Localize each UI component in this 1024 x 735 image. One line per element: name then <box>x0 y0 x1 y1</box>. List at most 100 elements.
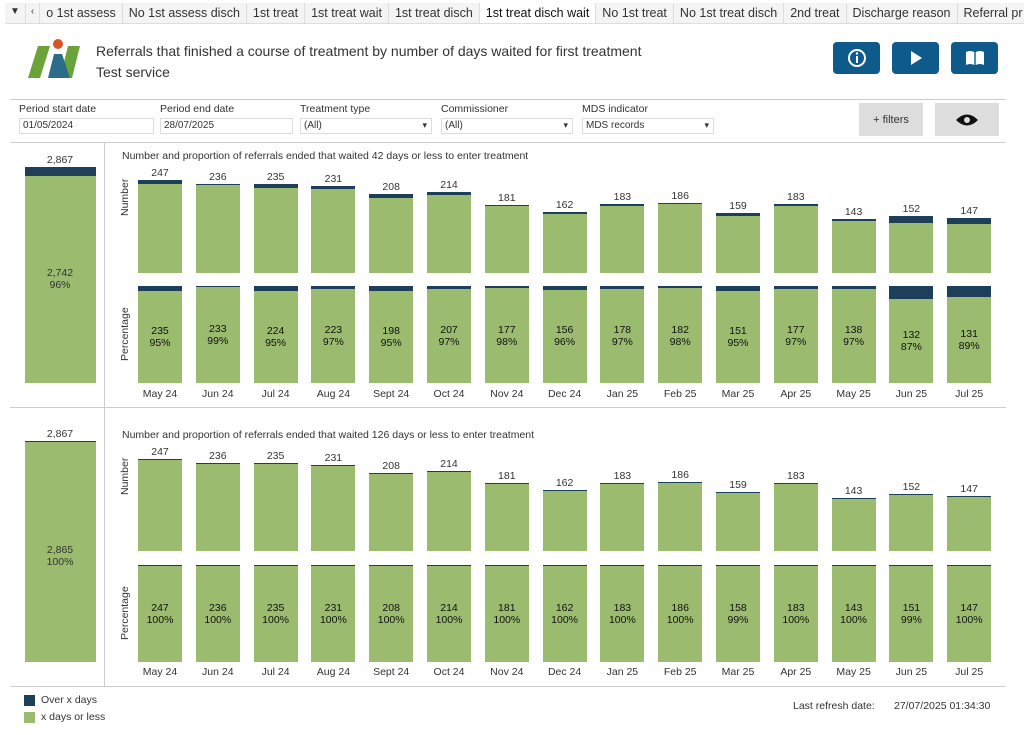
percent-bar-within <box>889 566 934 662</box>
percent-count-label: 207 <box>440 324 458 337</box>
percent-bar-over <box>889 286 934 299</box>
treatment-type-label: Treatment type <box>300 103 371 115</box>
percent-count-label: 183 <box>787 602 805 614</box>
x-tick-label: Jul 24 <box>261 666 290 678</box>
x-tick-label: Dec 24 <box>547 388 582 400</box>
percent-value-label: 95% <box>727 336 749 349</box>
percent-count-label: 177 <box>787 324 805 337</box>
play-icon <box>910 51 922 65</box>
divider <box>104 408 105 686</box>
percent-value-label: 98% <box>496 335 518 348</box>
percent-value-label: 100% <box>319 614 347 626</box>
x-tick-label: Aug 24 <box>316 666 351 678</box>
refresh-label: Last refresh date: <box>793 700 875 712</box>
percent-count-label: 186 <box>671 602 689 614</box>
percent-value-label: 99% <box>727 614 749 626</box>
number-bar-within <box>484 206 529 273</box>
number-bar-within <box>138 184 182 273</box>
tab[interactable]: 1st treat disch wait <box>479 3 597 23</box>
tab[interactable]: Referral pr <box>957 3 1024 23</box>
tab[interactable]: 1st treat <box>246 3 306 23</box>
legend-label: x days or less <box>41 711 106 723</box>
commissioner-select[interactable]: (All) <box>441 118 573 134</box>
tab[interactable]: 1st treat wait <box>305 3 389 23</box>
percent-bar-within <box>831 566 876 662</box>
number-bar-within <box>427 194 471 273</box>
percent-bar-within <box>716 290 760 383</box>
percent-value-label: 87% <box>900 340 922 353</box>
number-bar-within <box>369 474 414 551</box>
x-tick-label: Dec 24 <box>547 666 582 678</box>
play-button[interactable] <box>892 42 939 74</box>
number-bar-over <box>195 183 240 186</box>
number-bar-within <box>773 483 818 551</box>
number-bar-within <box>658 204 703 273</box>
number-total-label: 159 <box>729 199 747 212</box>
number-bar-within <box>600 483 645 551</box>
divider <box>104 143 105 407</box>
number-total-label: 162 <box>555 477 574 490</box>
percent-count-label: 132 <box>902 328 921 341</box>
percent-bar-over <box>369 286 414 291</box>
guide-button[interactable] <box>951 42 998 74</box>
percent-count-label: 131 <box>960 327 978 340</box>
percent-bar-over <box>831 286 876 290</box>
divider <box>10 99 1006 100</box>
number-bar-within <box>831 498 876 551</box>
legend-label: Over x days <box>41 694 98 706</box>
percent-value-label: 100% <box>435 614 463 626</box>
percent-value-label: 99% <box>207 335 229 348</box>
toggle-view-button[interactable] <box>935 103 999 136</box>
percent-bar-over <box>311 286 356 290</box>
number-total-label: 247 <box>151 166 169 179</box>
tab[interactable]: o 1st assess <box>40 3 123 23</box>
tab-menu-icon[interactable]: ▼ <box>5 3 26 23</box>
number-total-label: 162 <box>555 198 574 211</box>
tab[interactable]: Discharge reason <box>846 3 958 23</box>
percent-count-label: 151 <box>729 324 747 337</box>
tab-prev-icon[interactable]: ‹ <box>25 3 41 23</box>
percent-value-label: 97% <box>611 335 633 348</box>
x-tick-label: Nov 24 <box>490 388 524 400</box>
number-total-label: 214 <box>440 458 458 471</box>
percent-count-label: 151 <box>902 602 921 614</box>
tab[interactable]: No 1st assess disch <box>122 3 247 23</box>
number-bar-over <box>138 179 182 185</box>
logo <box>28 39 80 78</box>
percent-count-label: 236 <box>209 602 227 614</box>
start-date-input[interactable]: 01/05/2024 <box>19 118 154 134</box>
mds-indicator-select[interactable]: MDS records <box>582 118 714 134</box>
percent-count-label: 214 <box>440 602 458 614</box>
number-bar-within <box>311 465 356 551</box>
more-filters-button[interactable]: + filters <box>859 103 923 136</box>
start-date-label: Period start date <box>19 103 97 115</box>
divider <box>10 686 1006 687</box>
percent-bar-within <box>311 566 356 662</box>
percent-count-label: 235 <box>151 324 169 337</box>
tab[interactable]: No 1st treat disch <box>673 3 785 23</box>
percent-bar-within <box>947 296 992 383</box>
percent-count-label: 223 <box>324 324 343 337</box>
percent-bar-over <box>253 565 298 566</box>
percent-bar-within <box>195 566 240 662</box>
tab[interactable]: 1st treat disch <box>388 3 480 23</box>
number-bar-within <box>600 205 645 273</box>
treatment-type-select[interactable]: (All) <box>300 118 432 134</box>
x-tick-label: Jul 24 <box>261 388 290 400</box>
percent-bar-over <box>716 286 760 291</box>
percent-value-label: 100% <box>840 614 868 626</box>
percent-value-label: 95% <box>380 336 402 349</box>
percent-bar-within <box>369 566 414 662</box>
info-button[interactable] <box>833 42 880 74</box>
percent-bar-over <box>947 565 992 566</box>
number-total-label: 247 <box>151 445 169 458</box>
book-icon <box>965 51 984 65</box>
tab[interactable]: 2nd treat <box>784 3 847 23</box>
legend-swatch <box>24 694 35 706</box>
summary-percent-label: 96% <box>49 279 71 291</box>
legend-within: x days or less <box>24 711 105 723</box>
end-date-input[interactable]: 28/07/2025 <box>160 118 293 134</box>
percent-bar-within <box>542 566 587 662</box>
number-total-label: 159 <box>729 478 747 491</box>
tab[interactable]: No 1st treat <box>596 3 674 23</box>
